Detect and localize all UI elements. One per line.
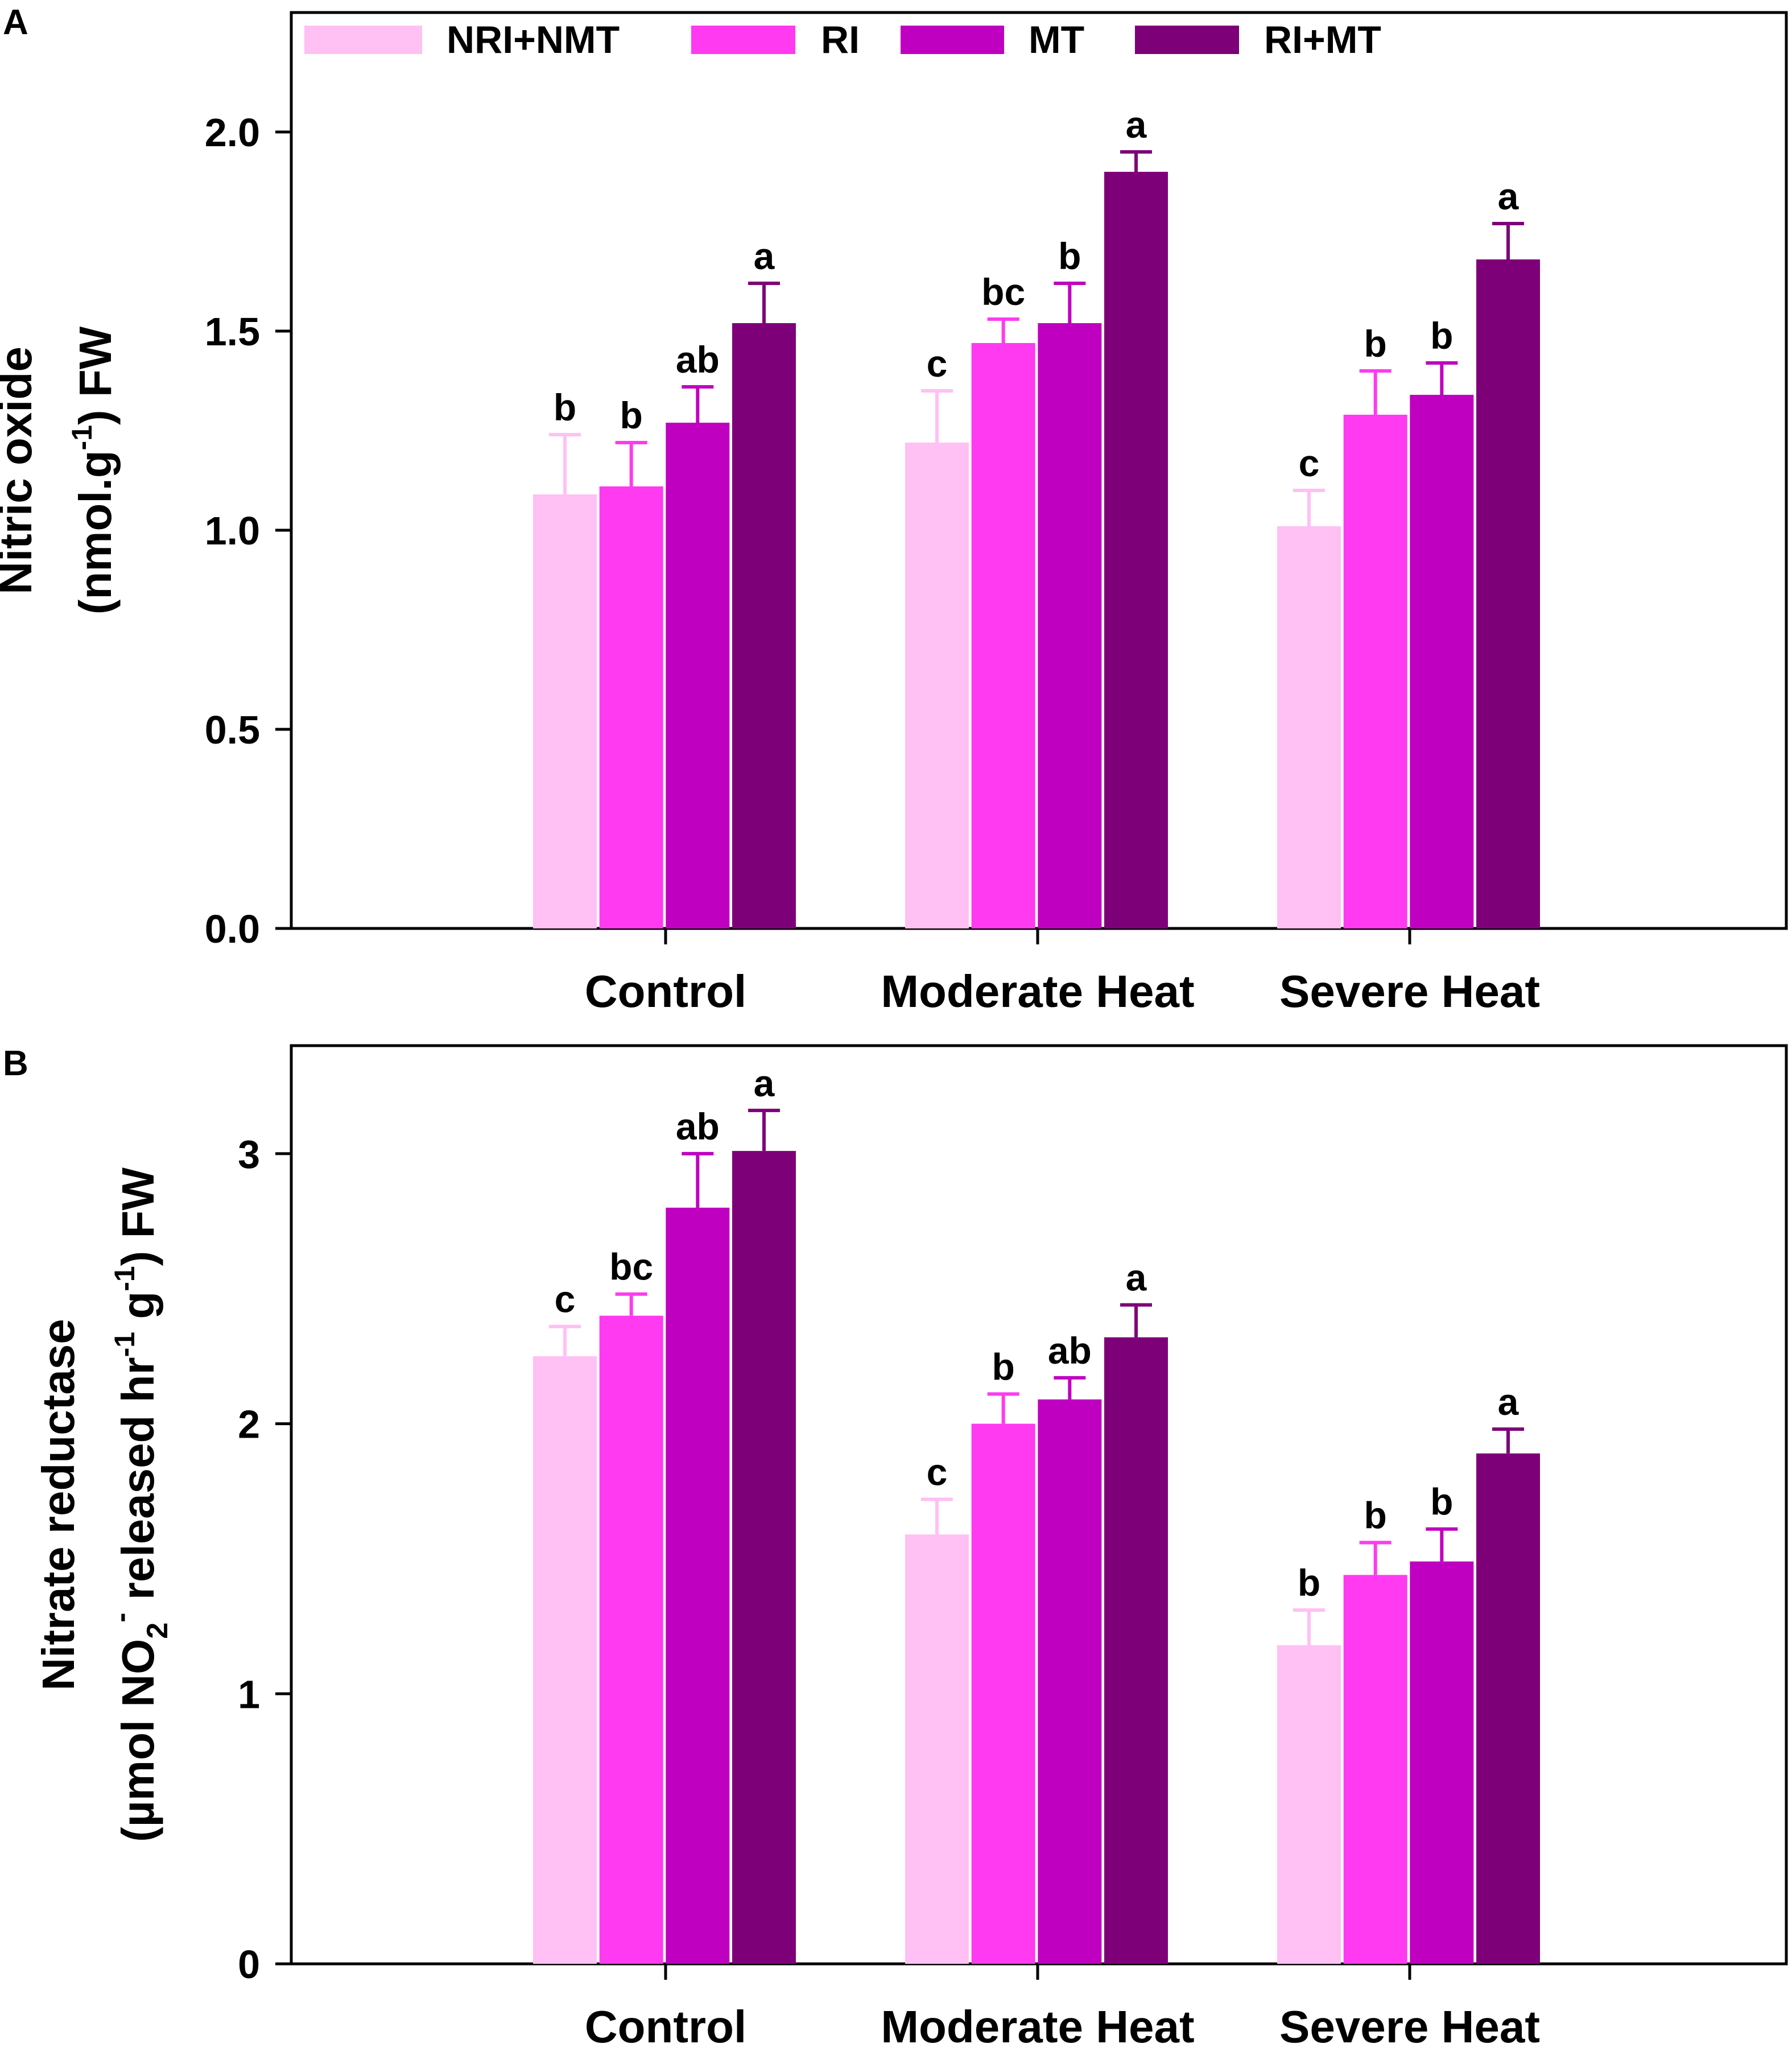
x-tick-label: Moderate Heat bbox=[881, 2001, 1194, 2052]
bar bbox=[533, 1356, 597, 1964]
significance-letter: b bbox=[1364, 1494, 1387, 1536]
significance-letter: a bbox=[1498, 1381, 1520, 1423]
bar bbox=[1277, 526, 1341, 928]
y-tick-label: 1.0 bbox=[205, 509, 260, 553]
significance-letter: b bbox=[620, 394, 643, 436]
significance-letter: ab bbox=[676, 338, 720, 381]
y-tick-label: 0.5 bbox=[205, 708, 260, 752]
significance-letter: bc bbox=[609, 1246, 653, 1288]
significance-letter: a bbox=[1126, 1257, 1147, 1299]
x-tick-label: Control bbox=[585, 966, 746, 1017]
significance-letter: a bbox=[754, 1062, 775, 1104]
bar bbox=[971, 343, 1035, 928]
panel-b-y-axis-label: Nitrate reductase (µmol NO2- released hr… bbox=[33, 1167, 174, 1842]
y-tick-label: 2 bbox=[238, 1402, 260, 1447]
y-label-line-1: Nitric oxide bbox=[0, 346, 41, 594]
bar bbox=[599, 486, 663, 928]
x-tick-label: Control bbox=[585, 2001, 746, 2052]
bar bbox=[1410, 1561, 1474, 1964]
legend-label: NRI+NMT bbox=[447, 18, 620, 61]
legend: NRI+NMT RI MT RI+MT bbox=[304, 18, 1381, 61]
bar bbox=[905, 443, 969, 928]
significance-letter: c bbox=[1299, 442, 1320, 484]
significance-letter: ab bbox=[1048, 1330, 1092, 1372]
panel-b-label: B bbox=[3, 1044, 28, 1083]
legend-swatch bbox=[691, 26, 795, 54]
significance-letter: ab bbox=[676, 1105, 720, 1147]
y-tick-label: 2.0 bbox=[205, 110, 260, 155]
y-tick-label: 0.0 bbox=[205, 907, 260, 951]
y-label-line-2: (nmol.g-1) FW bbox=[66, 326, 121, 614]
significance-letter: a bbox=[754, 235, 775, 277]
significance-letter: a bbox=[1126, 104, 1147, 146]
bar bbox=[1038, 1399, 1102, 1964]
significance-letter: c bbox=[927, 1451, 948, 1493]
bar bbox=[1104, 172, 1168, 928]
panel-a-label: A bbox=[3, 3, 28, 42]
legend-swatch bbox=[901, 26, 1004, 54]
legend-label: MT bbox=[1029, 18, 1084, 61]
bar bbox=[1277, 1645, 1341, 1964]
legend-label: RI bbox=[821, 18, 860, 61]
bar bbox=[971, 1423, 1035, 1964]
bar bbox=[1038, 323, 1102, 928]
significance-letter: b bbox=[1430, 315, 1453, 357]
significance-letter: b bbox=[1364, 323, 1387, 365]
bar bbox=[1104, 1337, 1168, 1964]
significance-letter: b bbox=[992, 1345, 1015, 1388]
bar bbox=[1410, 395, 1474, 928]
panel-b-chart: B Nitrate reductase (µmol NO2- released … bbox=[3, 1044, 1788, 2052]
panel-a-chart: A NRI+NMT RI MT RI+MT Nitric oxide (nmol.g-… bbox=[0, 3, 1788, 1017]
bar bbox=[732, 323, 796, 928]
legend-swatch bbox=[1135, 26, 1239, 54]
bar bbox=[1476, 259, 1541, 928]
panel-a-plot: 0.0 0.5 1.0 1.5 2.0 Control Moderate Heat Sever… bbox=[205, 104, 1540, 1017]
x-tick-label: Moderate Heat bbox=[881, 966, 1194, 1017]
panel-b-plot: 0 1 2 3 Control Moderate Heat Severe Heat c c b bc… bbox=[238, 1062, 1540, 2052]
bar bbox=[905, 1534, 969, 1964]
significance-letter: b bbox=[1430, 1481, 1453, 1523]
bar bbox=[1343, 415, 1407, 928]
legend-label: RI+MT bbox=[1264, 18, 1381, 61]
significance-letter: c bbox=[555, 1278, 576, 1320]
panel-a-y-axis-label: Nitric oxide (nmol.g-1) FW bbox=[0, 326, 121, 614]
bar bbox=[1343, 1575, 1407, 1964]
significance-letter: b bbox=[554, 386, 576, 428]
significance-letter: b bbox=[1058, 235, 1081, 277]
bar bbox=[599, 1315, 663, 1964]
y-label-line-1: Nitrate reductase bbox=[33, 1319, 84, 1691]
x-tick-label: Severe Heat bbox=[1279, 966, 1540, 1017]
significance-letter: a bbox=[1498, 175, 1520, 217]
significance-letter: b bbox=[1298, 1562, 1320, 1604]
y-tick-label: 0 bbox=[238, 1942, 260, 1987]
bar bbox=[666, 423, 730, 928]
legend-swatch bbox=[304, 26, 422, 54]
bar bbox=[533, 494, 597, 928]
significance-letter: c bbox=[927, 342, 948, 385]
y-tick-label: 1.5 bbox=[205, 309, 260, 354]
bar bbox=[732, 1151, 796, 1964]
x-tick-label: Severe Heat bbox=[1279, 2001, 1540, 2052]
significance-letter: bc bbox=[981, 271, 1025, 313]
y-label-line-2: (µmol NO2- released hr-1 g-1) FW bbox=[105, 1167, 174, 1842]
bar bbox=[1476, 1453, 1541, 1964]
y-tick-label: 1 bbox=[238, 1672, 260, 1716]
bar bbox=[666, 1207, 730, 1964]
y-tick-label: 3 bbox=[238, 1132, 260, 1176]
